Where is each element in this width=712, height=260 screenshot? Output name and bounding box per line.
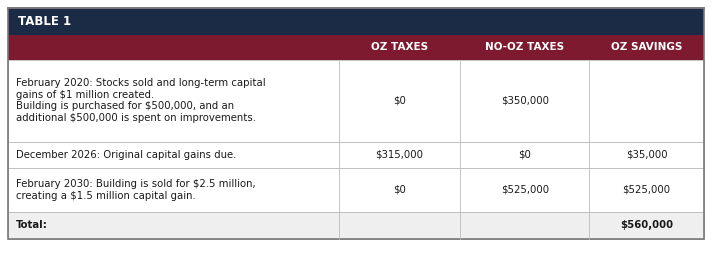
Text: $0: $0 (393, 185, 406, 195)
Bar (8, 60, 704, 141)
Text: $525,000: $525,000 (501, 185, 549, 195)
Bar (8, 8, 704, 239)
Text: OZ SAVINGS: OZ SAVINGS (611, 42, 682, 52)
Text: $0: $0 (393, 95, 406, 106)
Text: TABLE 1: TABLE 1 (18, 15, 71, 28)
Bar (8, 8, 704, 35)
Bar (8, 141, 704, 168)
Text: $350,000: $350,000 (501, 95, 549, 106)
Text: $525,000: $525,000 (622, 185, 671, 195)
Text: February 2030: Building is sold for $2.5 million,
creating a $1.5 million capita: February 2030: Building is sold for $2.5… (16, 179, 256, 200)
Bar (8, 35, 704, 60)
Text: $35,000: $35,000 (626, 150, 667, 160)
Text: December 2026: Original capital gains due.: December 2026: Original capital gains du… (16, 150, 236, 160)
Text: $0: $0 (518, 150, 531, 160)
Text: $560,000: $560,000 (620, 220, 673, 230)
Text: OZ TAXES: OZ TAXES (371, 42, 428, 52)
Bar (8, 211, 704, 239)
Text: Total:: Total: (16, 220, 48, 230)
Bar (8, 168, 704, 211)
Text: February 2020: Stocks sold and long-term capital
gains of $1 million created.
Bu: February 2020: Stocks sold and long-term… (16, 78, 266, 123)
Text: $315,000: $315,000 (375, 150, 424, 160)
Text: NO-OZ TAXES: NO-OZ TAXES (485, 42, 565, 52)
